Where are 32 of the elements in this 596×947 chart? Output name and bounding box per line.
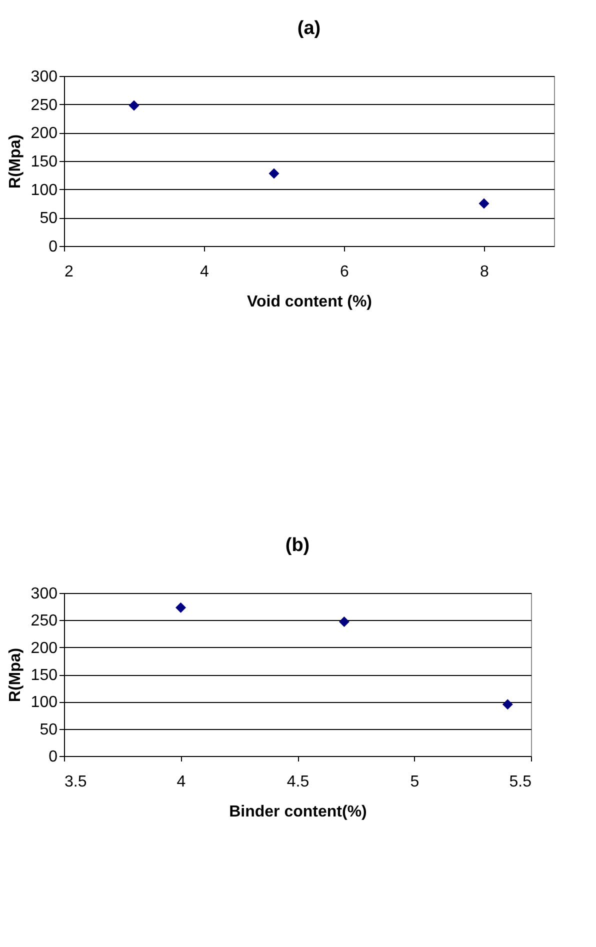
x-tick-label: 4.5	[286, 774, 310, 790]
x-tick-label: 5	[410, 774, 420, 790]
x-tick-label: 8	[480, 264, 490, 280]
y-tick-label: 50	[40, 721, 58, 738]
y-tick-label: 150	[30, 154, 58, 170]
y-tick-label: 300	[30, 586, 58, 602]
point	[478, 198, 490, 209]
x-tick-label: 4	[176, 774, 186, 790]
point	[128, 100, 140, 111]
y-tick-label: 150	[30, 667, 58, 684]
y-tick-label: 100	[30, 694, 58, 712]
y-tick-label: 0	[48, 238, 58, 256]
y-axis-title: R(Mpa)	[6, 134, 24, 189]
y-tick-label: 0	[48, 748, 58, 766]
y-tick-label: 200	[30, 640, 58, 657]
y-tick-label: 250	[30, 96, 58, 114]
chart-title: (b)	[285, 535, 310, 556]
y-axis-title: R(Mpa)	[6, 648, 24, 702]
point	[268, 168, 280, 179]
y-tick-label: 100	[30, 182, 58, 199]
x-tick-label: 6	[340, 264, 350, 280]
x-tick-label: 5.5	[509, 774, 532, 790]
x-axis-title: Binder content(%)	[229, 804, 367, 820]
y-tick-label: 200	[30, 125, 58, 142]
chart-title: (a)	[297, 18, 321, 39]
y-tick-label: 250	[30, 612, 58, 630]
x-axis-title: Void content (%)	[246, 294, 372, 310]
x-tick-label: 3.5	[64, 774, 87, 790]
y-tick-label: 300	[30, 68, 58, 86]
y-tick-label: 50	[40, 210, 58, 228]
x-tick-label: 2	[64, 264, 74, 280]
x-tick-label: 4	[200, 264, 210, 280]
